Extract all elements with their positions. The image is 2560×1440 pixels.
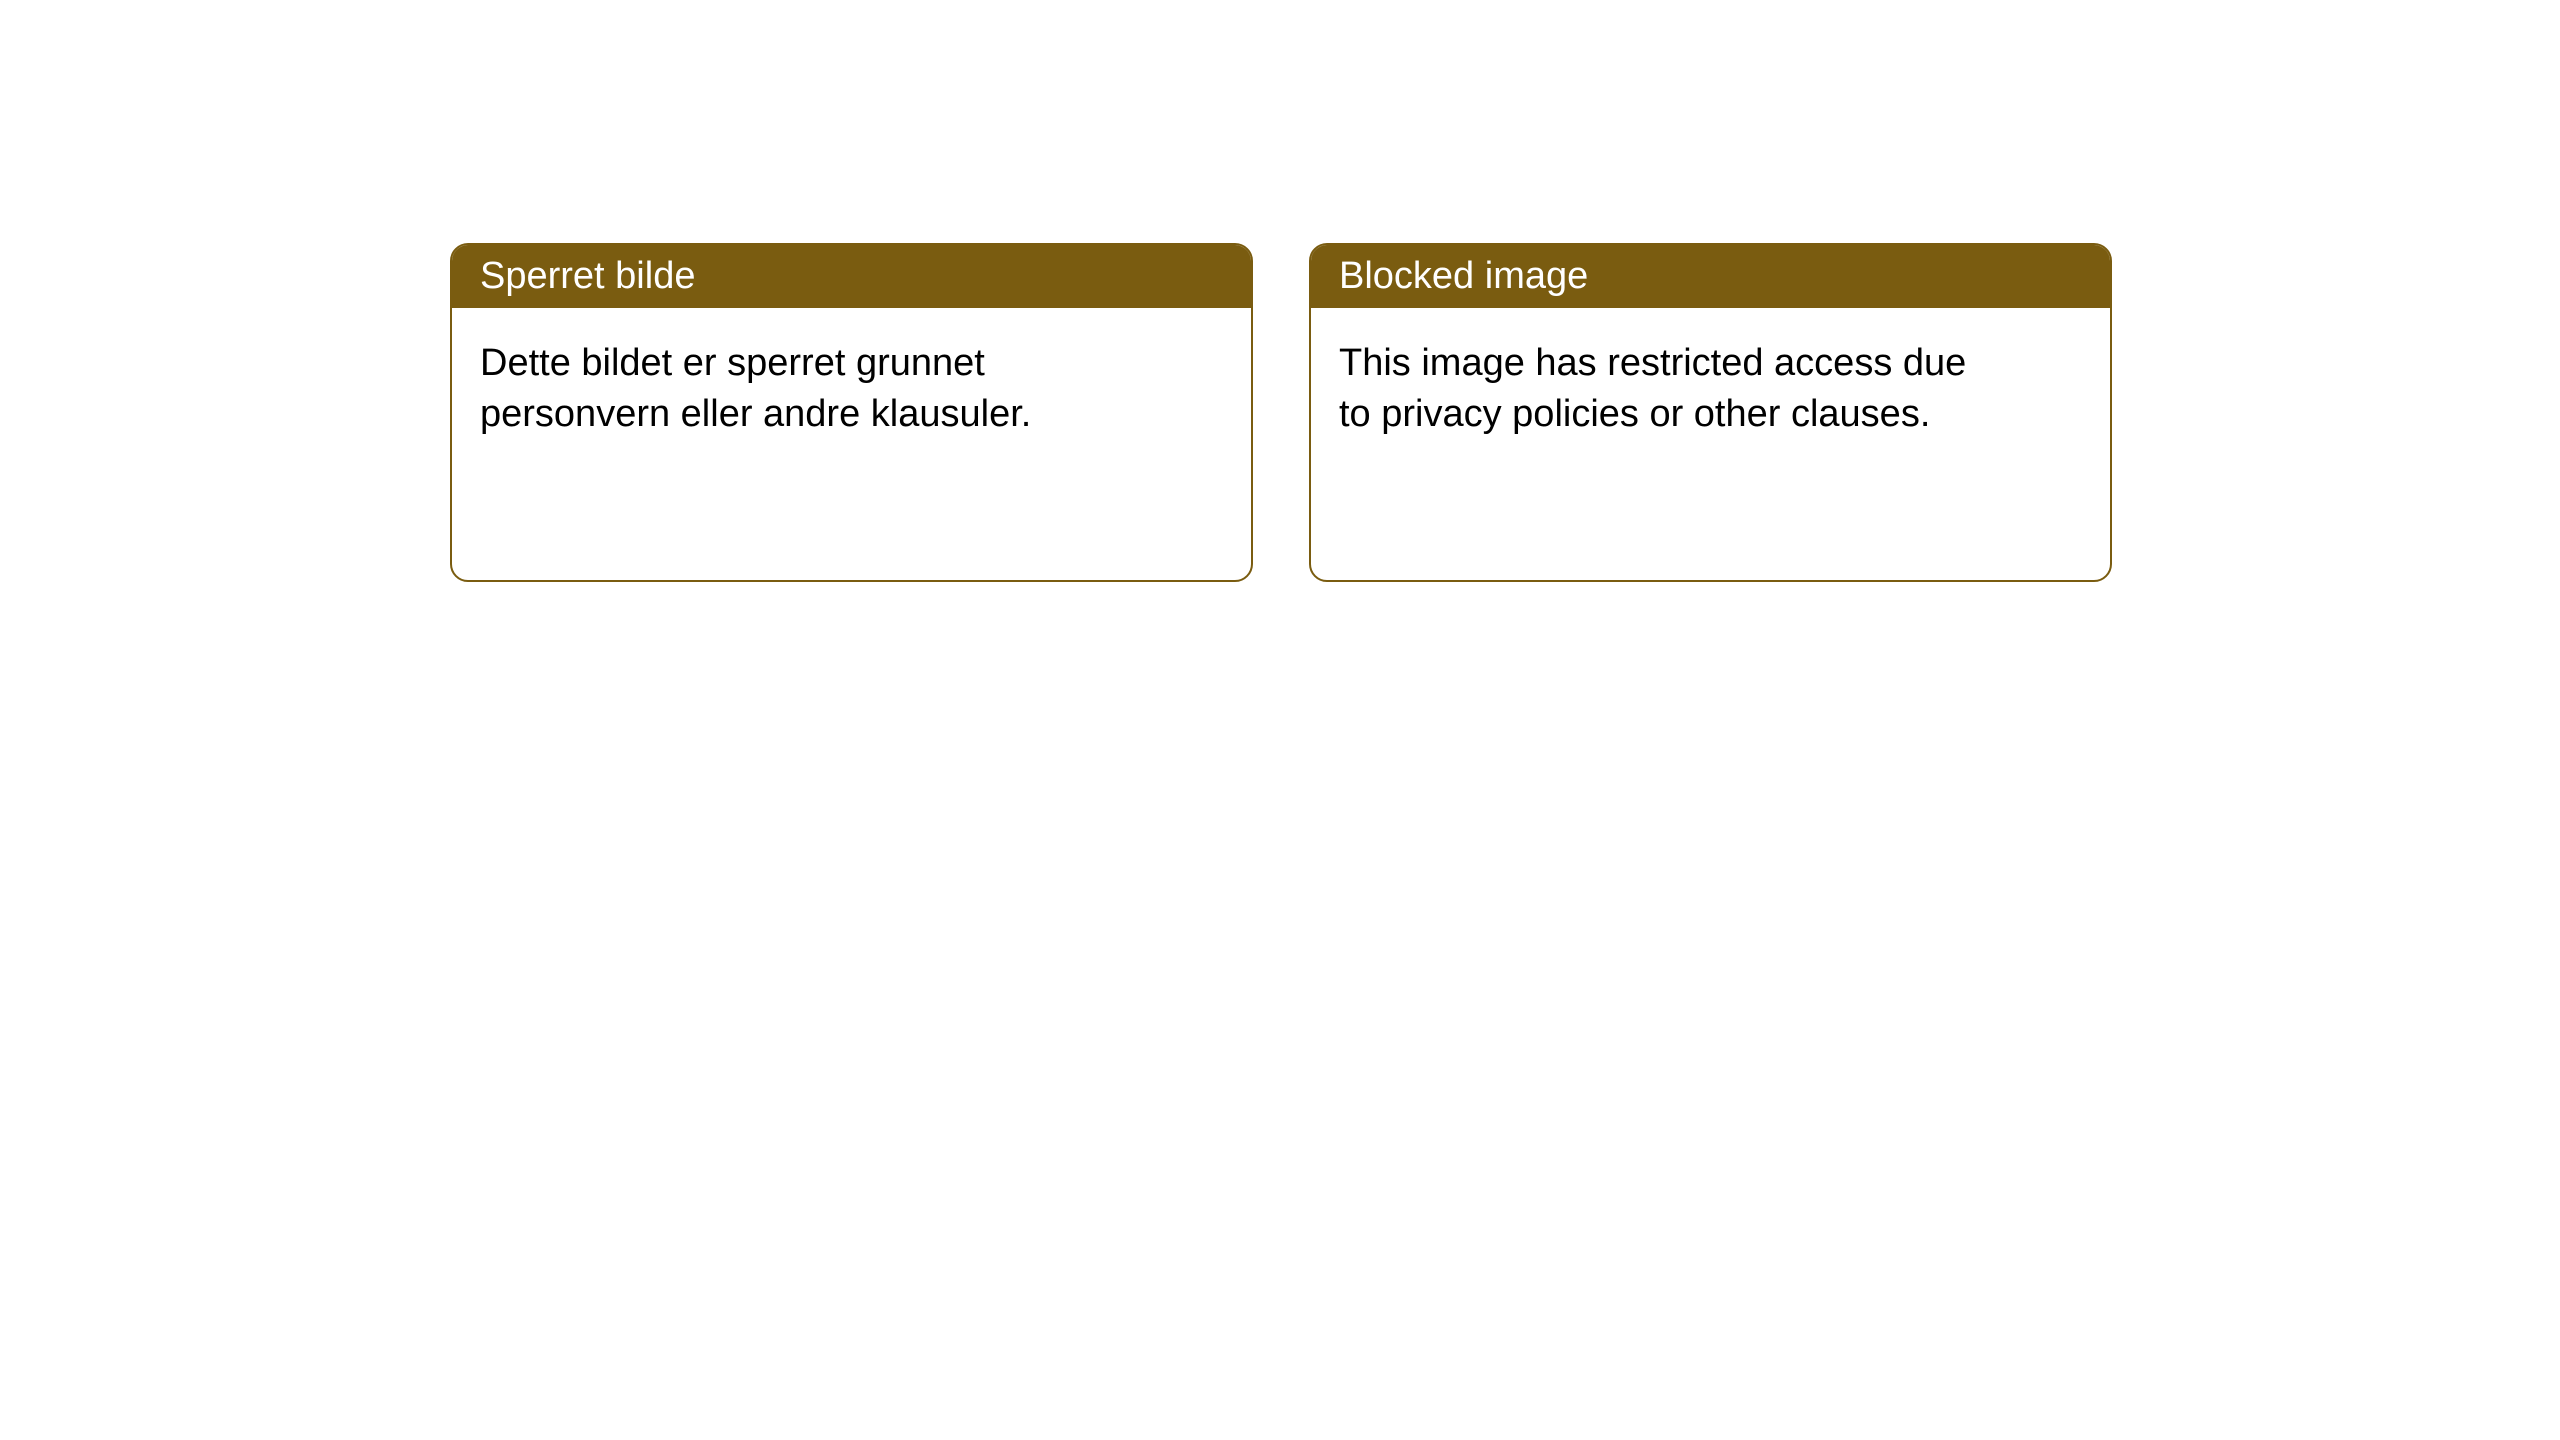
notice-body: Dette bildet er sperret grunnet personve…	[452, 308, 1152, 471]
notice-container: Sperret bilde Dette bildet er sperret gr…	[0, 0, 2560, 582]
notice-title: Sperret bilde	[480, 255, 695, 297]
notice-card-english: Blocked image This image has restricted …	[1309, 243, 2112, 582]
notice-title: Blocked image	[1339, 255, 1588, 297]
notice-header: Blocked image	[1311, 245, 2110, 308]
notice-message: Dette bildet er sperret grunnet personve…	[480, 342, 1031, 435]
notice-message: This image has restricted access due to …	[1339, 342, 1966, 435]
notice-header: Sperret bilde	[452, 245, 1251, 308]
notice-body: This image has restricted access due to …	[1311, 308, 2011, 471]
notice-card-norwegian: Sperret bilde Dette bildet er sperret gr…	[450, 243, 1253, 582]
